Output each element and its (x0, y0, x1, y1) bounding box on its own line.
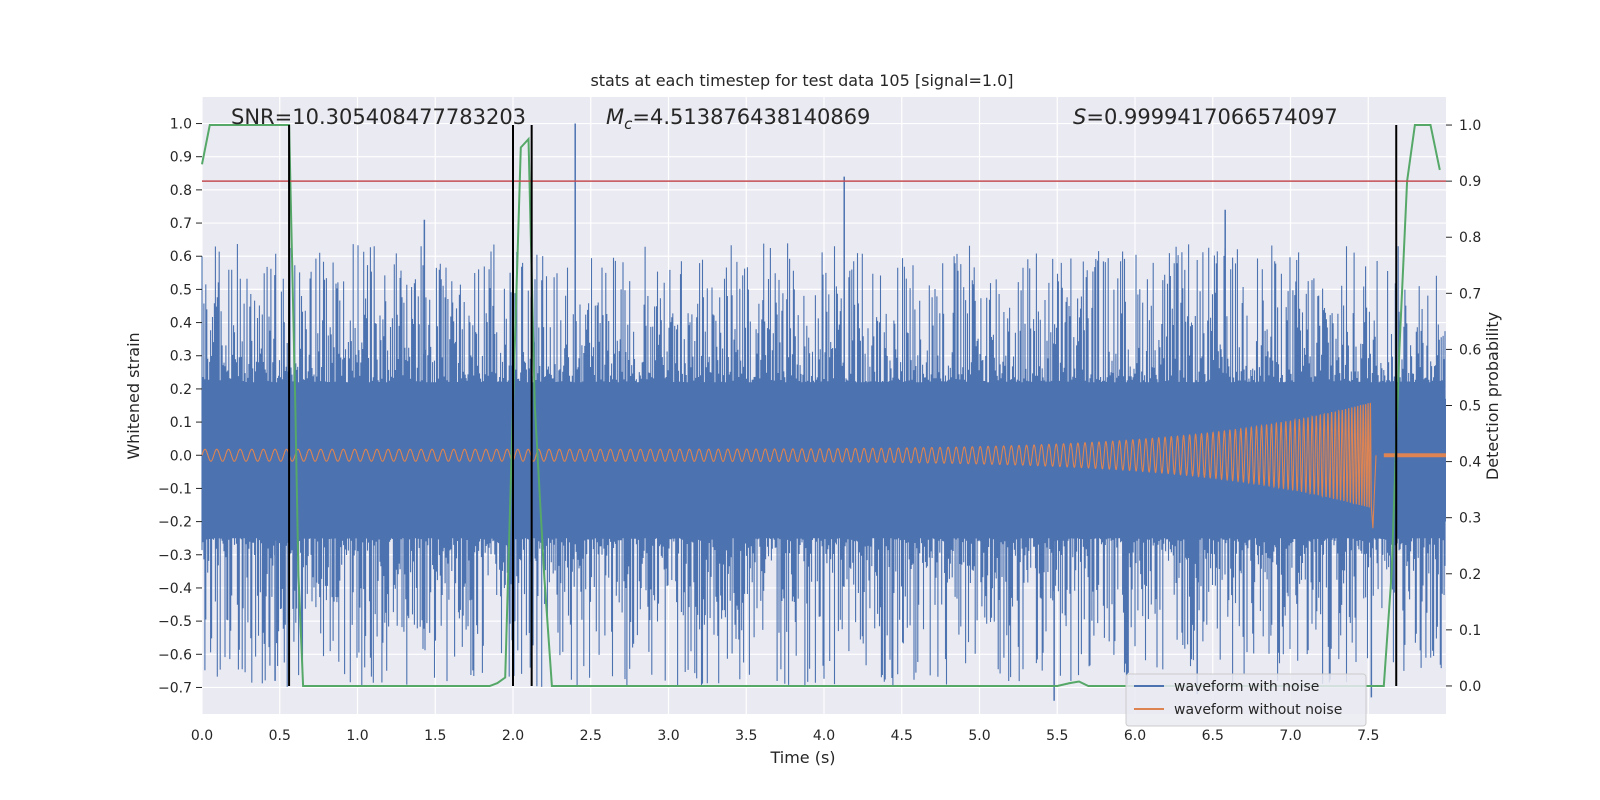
snr-annotation: SNR=10.305408477783203 (231, 105, 526, 129)
x-tick-label: 1.5 (424, 728, 446, 744)
x-tick-label: 5.5 (1046, 728, 1068, 744)
x-tick-label: 6.0 (1124, 728, 1146, 744)
y-tick-label: 0.9 (170, 150, 192, 166)
y-tick-label: −0.7 (158, 680, 192, 696)
y2-tick-label: 0.3 (1459, 511, 1481, 527)
x-tick-label: 0.0 (191, 728, 213, 744)
y-tick-label: −0.3 (158, 548, 192, 564)
x-tick-label: 2.5 (580, 728, 602, 744)
score-annotation: S=0.9999417066574097 (1073, 105, 1338, 129)
legend-label-noise: waveform with noise (1174, 679, 1319, 695)
y-tick-label: 1.0 (170, 117, 192, 133)
clean-trace (201, 402, 1377, 529)
y2-tick-label: 0.9 (1459, 174, 1481, 190)
y2-tick-label: 0.7 (1459, 286, 1481, 302)
y-tick-label: 0.2 (170, 382, 192, 398)
y2-axis-ticks: 0.0 0.1 0.2 0.3 0.4 0.5 0.6 0.7 0.8 0.9 1.0 (1446, 118, 1481, 695)
vertical-markers (288, 125, 1398, 686)
chart-title: stats at each timestep for test data 105… (590, 71, 1013, 90)
x-tick-label: 2.0 (502, 728, 524, 744)
y2-tick-label: 0.5 (1459, 399, 1481, 415)
chirp-mass-symbol: M (606, 105, 624, 129)
y-tick-label: −0.2 (158, 515, 192, 531)
y-tick-label: 0.4 (170, 316, 192, 332)
y-tick-label: 0.7 (170, 216, 192, 232)
x-tick-label: 7.5 (1357, 728, 1379, 744)
x-tick-label: 0.5 (269, 728, 291, 744)
x-tick-label: 6.5 (1202, 728, 1224, 744)
chirp-mass-annotation: Mc=4.513876438140869 (606, 105, 870, 133)
x-tick-label: 4.0 (813, 728, 835, 744)
noise-trace (201, 243, 1446, 687)
y-tick-label: 0.8 (170, 183, 192, 199)
y2-tick-label: 1.0 (1459, 118, 1481, 134)
y2-axis-label: Detection probability (1483, 312, 1502, 480)
legend-box (1125, 673, 1367, 727)
y2-tick-label: 0.1 (1459, 623, 1481, 639)
x-tick-label: 7.0 (1279, 728, 1301, 744)
x-axis-ticks: 0.0 0.5 1.0 1.5 2.0 2.5 3.0 3.5 4.0 4.5 5.0 5.5 6.0 6… (191, 728, 1380, 744)
y2-tick-label: 0.8 (1459, 230, 1481, 246)
y-tick-label: −0.4 (158, 581, 192, 597)
y-axis-ticks: −0.7 −0.6 −0.5 −0.4 −0.3 −0.2 −0.1 0.0 0.1 0.2 0.3… (158, 117, 202, 696)
y-axis-label: Whitened strain (124, 332, 143, 459)
y-tick-label: 0.5 (170, 282, 192, 298)
y-tick-label: 0.3 (170, 349, 192, 365)
score-value: =0.9999417066574097 (1086, 105, 1337, 129)
y2-tick-label: 0.4 (1459, 455, 1481, 471)
chirp-mass-value: =4.513876438140869 (632, 105, 870, 129)
chirp-mass-subscript: c (624, 115, 633, 133)
x-tick-label: 3.5 (735, 728, 757, 744)
x-axis-label: Time (s) (769, 748, 835, 767)
y-tick-label: 0.0 (170, 448, 192, 464)
clean-tail (1383, 453, 1446, 458)
x-tick-label: 1.0 (346, 728, 368, 744)
y2-tick-label: 0.2 (1459, 567, 1481, 583)
legend-label-clean: waveform without noise (1174, 702, 1342, 718)
legend: waveform with noise waveform without noi… (1125, 673, 1367, 727)
probability-trace (201, 124, 1441, 687)
y2-tick-label: 0.6 (1459, 342, 1481, 358)
series-waveform-without-noise (201, 402, 1446, 529)
y-tick-label: −0.1 (158, 481, 192, 497)
score-symbol: S (1073, 105, 1086, 129)
y-tick-label: 0.1 (170, 415, 192, 431)
y2-tick-label: 0.0 (1459, 679, 1481, 695)
y-tick-label: 0.6 (170, 249, 192, 265)
y-tick-label: −0.6 (158, 647, 192, 663)
x-tick-label: 3.0 (657, 728, 679, 744)
series-detection-probability (201, 124, 1441, 687)
x-tick-label: 4.5 (891, 728, 913, 744)
y-tick-label: −0.5 (158, 614, 192, 630)
x-tick-label: 5.0 (968, 728, 990, 744)
